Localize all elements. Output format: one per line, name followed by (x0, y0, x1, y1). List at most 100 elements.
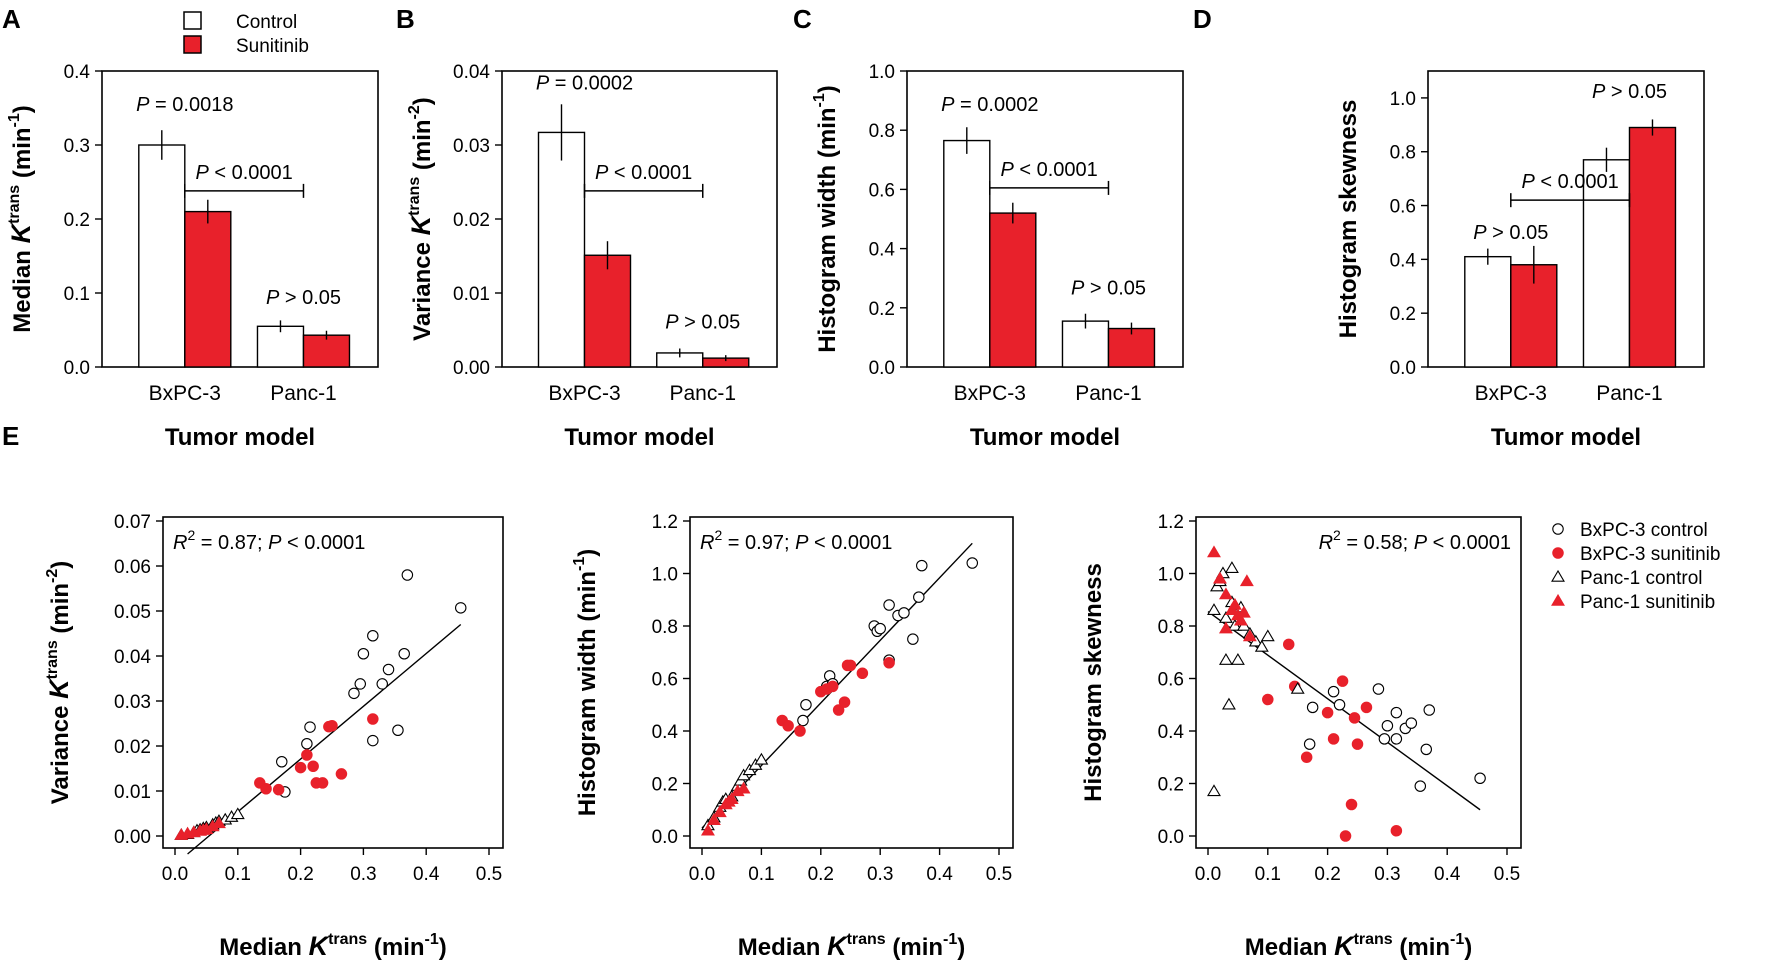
point-panc-1-sunitinib (706, 813, 721, 826)
x-tick-label: 0.5 (986, 864, 1012, 885)
legend-marker (1551, 569, 1565, 582)
y-tick-label: 0.05 (114, 602, 151, 623)
x-axis-title: Tumor model (1491, 424, 1641, 451)
point-bxpc-3-control (1414, 780, 1427, 792)
p-value-label: P > 0.05 (1592, 81, 1667, 103)
y-tick-label: 0.02 (114, 737, 151, 758)
y-tick-label: 0.2 (64, 210, 90, 231)
point-bxpc-3-control (401, 569, 414, 581)
r-squared-label: R2 = 0.87; P < 0.0001 (173, 527, 365, 554)
x-tick-label: Panc-1 (270, 382, 337, 405)
point-bxpc-3-control (1306, 701, 1319, 714)
point-bxpc-3-sunitinib (832, 704, 845, 716)
legend-top: Control Sunitinib (183, 11, 309, 57)
bracket-p-value: P < 0.0001 (1000, 159, 1097, 181)
point-bxpc-3-sunitinib (307, 760, 319, 772)
p-value-label: P = 0.0002 (536, 73, 633, 95)
point-bxpc-3-control (367, 734, 379, 747)
x-tick-label: Panc-1 (1075, 382, 1142, 405)
bar-control-panc-1 (1582, 159, 1631, 368)
point-panc-1-sunitinib (712, 805, 727, 818)
y-tick-label: 0.6 (652, 670, 678, 691)
panel-letter-d: D (1193, 4, 1212, 34)
x-tick-label: 0.0 (689, 864, 715, 885)
x-tick-label: 0.4 (413, 864, 440, 885)
y-tick-label: 0.00 (453, 358, 490, 379)
y-tick-label: 0.3 (64, 136, 90, 157)
plot-frame (906, 70, 1184, 368)
point-bxpc-3-control (966, 557, 979, 569)
y-tick-label: 0.0 (652, 827, 678, 848)
point-bxpc-3-sunitinib (1282, 638, 1295, 651)
y-axis-title: Median Ktrans (min-1) (6, 105, 36, 333)
y-axis-title: Histogram skewness (1080, 563, 1107, 802)
point-panc-1-sunitinib (1218, 587, 1233, 600)
y-tick-label: 0.4 (652, 722, 679, 743)
point-panc-1-control (230, 807, 245, 820)
point-panc-1-sunitinib (1212, 571, 1227, 584)
y-tick-label: 0.03 (114, 692, 151, 713)
point-bxpc-3-sunitinib (1360, 701, 1373, 714)
point-bxpc-3-sunitinib (1345, 798, 1358, 811)
point-bxpc-3-sunitinib (1300, 751, 1313, 763)
y-tick-label: 0.2 (1158, 775, 1184, 796)
chart-e2: 0.0 0.2 0.4 0.6 0.8 1.0 1.2 0.0 0.1 0.2 0.3 0.4 0.5 R… (571, 512, 1014, 961)
legend-label: BxPC-3 control (1580, 520, 1708, 541)
x-tick-label: Panc-1 (669, 382, 736, 405)
x-tick-label: BxPC-3 (149, 382, 221, 405)
point-bxpc-3-sunitinib (782, 719, 794, 732)
point-panc-1-control (1221, 697, 1236, 710)
y-tick-label: 0.04 (114, 647, 151, 668)
y-tick-label: 0.4 (1390, 250, 1417, 271)
x-axis-title: Median Ktrans (min-1) (738, 931, 966, 961)
legend-label-control: Control (236, 12, 297, 33)
point-bxpc-3-sunitinib (826, 680, 839, 693)
panel-letter-e: E (2, 421, 19, 451)
point-bxpc-3-sunitinib (326, 719, 338, 732)
point-bxpc-3-control (883, 599, 895, 611)
y-tick-label: 0.01 (114, 782, 151, 803)
y-tick-label: 0.6 (869, 180, 895, 201)
y-axis-title: Histogram width (min-1) (811, 85, 841, 353)
point-panc-1-sunitinib (724, 792, 739, 805)
plot-frame (689, 516, 1014, 849)
point-bxpc-3-control (398, 647, 410, 660)
y-tick-label: 0.2 (1390, 304, 1416, 325)
point-panc-1-sunitinib (1236, 605, 1251, 618)
chart-b: 0.00 0.01 0.02 0.03 0.04 BxPC-3 Panc-1 Tumor mo… (406, 62, 778, 451)
y-tick-label: 0.0 (64, 358, 90, 379)
bar-control-bxpc-3 (943, 139, 991, 368)
p-value-label: P > 0.05 (1071, 277, 1146, 299)
point-bxpc-3-sunitinib (794, 725, 806, 737)
p-value-label: P = 0.0002 (941, 94, 1038, 116)
point-bxpc-3-sunitinib (367, 713, 379, 725)
point-bxpc-3-control (913, 591, 925, 603)
plot-frame (1427, 70, 1705, 368)
legend-label: Panc-1 sunitinib (1580, 592, 1715, 613)
x-axis-title: Tumor model (970, 424, 1120, 451)
bracket-p-value: P < 0.0001 (195, 162, 292, 184)
y-tick-label: 0.4 (869, 240, 896, 261)
bar-sunitinib-bxpc-3 (583, 254, 632, 368)
point-bxpc-3-control (1378, 733, 1391, 745)
point-bxpc-3-control (348, 687, 360, 700)
x-tick-label: 0.0 (162, 864, 188, 885)
y-axis-title: Histogram width (min-1) (571, 549, 601, 817)
y-tick-label: 0.8 (869, 121, 895, 142)
x-tick-label: 0.5 (1494, 864, 1520, 885)
x-tick-label: 0.4 (1434, 864, 1461, 885)
point-bxpc-3-control (898, 607, 910, 619)
point-bxpc-3-sunitinib (316, 777, 329, 789)
point-bxpc-3-control (1474, 772, 1486, 784)
y-tick-label: 0.4 (1158, 722, 1185, 743)
x-axis-title: Tumor model (165, 424, 315, 451)
y-tick-label: 0.0 (1158, 827, 1184, 848)
point-bxpc-3-control (800, 698, 812, 711)
point-bxpc-3-control (454, 602, 467, 614)
y-tick-label: 0.0 (869, 358, 895, 379)
legend-marker (1552, 547, 1564, 559)
legend-marker (1552, 523, 1564, 535)
bar-control-panc-1 (1061, 320, 1110, 368)
x-axis-title: Median Ktrans (min-1) (1245, 931, 1473, 961)
panel-letter-c: C (793, 4, 812, 34)
